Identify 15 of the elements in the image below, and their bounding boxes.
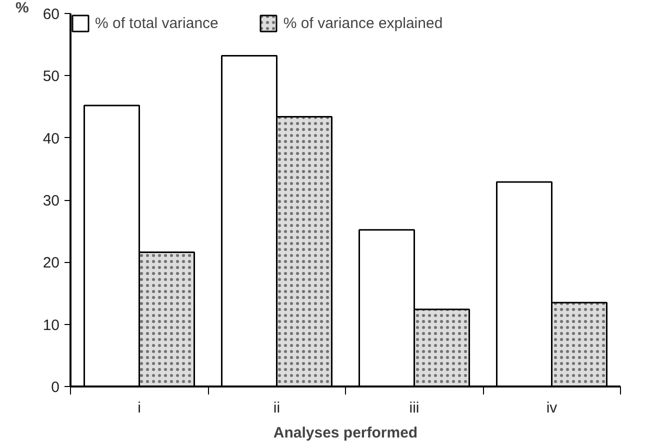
y-tick-label: 50: [42, 68, 60, 86]
legend-label: % of variance explained: [283, 14, 443, 32]
y-tick-label: 40: [42, 130, 60, 148]
x-tick-label: iv: [546, 400, 558, 416]
x-tick-label: i: [138, 400, 141, 416]
x-axis-title: Analyses performed: [273, 424, 418, 442]
y-tick-label: 20: [42, 254, 60, 272]
x-tick-label: iii: [409, 400, 420, 416]
x-tick-label: ii: [273, 400, 280, 416]
y-tick-label: 0: [51, 379, 60, 396]
y-tick-label: 30: [42, 192, 60, 210]
y-axis-title: %: [16, 0, 29, 16]
legend-label: % of total variance: [95, 14, 218, 32]
y-tick-label: 60: [42, 6, 60, 23]
y-tick-label: 10: [42, 316, 60, 334]
